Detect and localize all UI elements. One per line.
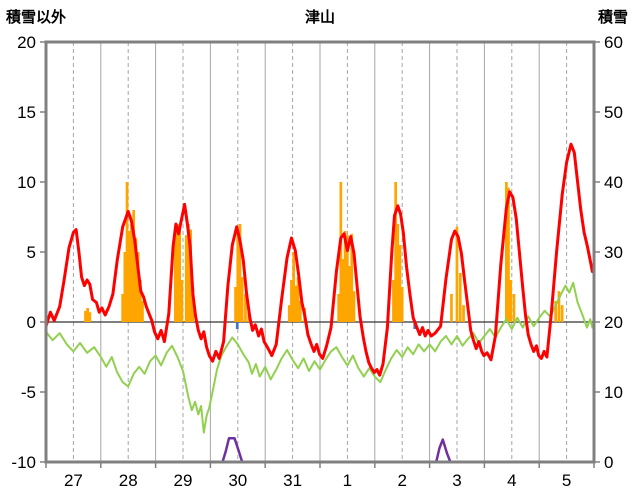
svg-text:20: 20: [604, 313, 623, 332]
svg-text:1: 1: [343, 471, 352, 490]
svg-text:31: 31: [283, 471, 302, 490]
svg-text:30: 30: [228, 471, 247, 490]
svg-text:4: 4: [507, 471, 516, 490]
svg-text:5: 5: [562, 471, 571, 490]
svg-text:40: 40: [604, 173, 623, 192]
svg-text:10: 10: [604, 383, 623, 402]
chart-title: 津山: [304, 9, 335, 26]
svg-text:20: 20: [17, 33, 36, 52]
svg-text:29: 29: [174, 471, 193, 490]
right-axis-title: 積雪: [597, 9, 628, 26]
svg-text:30: 30: [604, 243, 623, 262]
svg-text:10: 10: [17, 173, 36, 192]
svg-text:50: 50: [604, 103, 623, 122]
svg-text:60: 60: [604, 33, 623, 52]
svg-text:27: 27: [64, 471, 83, 490]
svg-text:2: 2: [397, 471, 406, 490]
svg-text:5: 5: [27, 243, 36, 262]
svg-text:3: 3: [452, 471, 461, 490]
svg-text:28: 28: [119, 471, 138, 490]
svg-text:0: 0: [27, 313, 36, 332]
svg-text:-5: -5: [21, 383, 36, 402]
svg-text:0: 0: [604, 453, 613, 472]
svg-text:-10: -10: [11, 453, 36, 472]
left-axis-title: 積雪以外: [6, 9, 67, 26]
svg-text:15: 15: [17, 103, 36, 122]
